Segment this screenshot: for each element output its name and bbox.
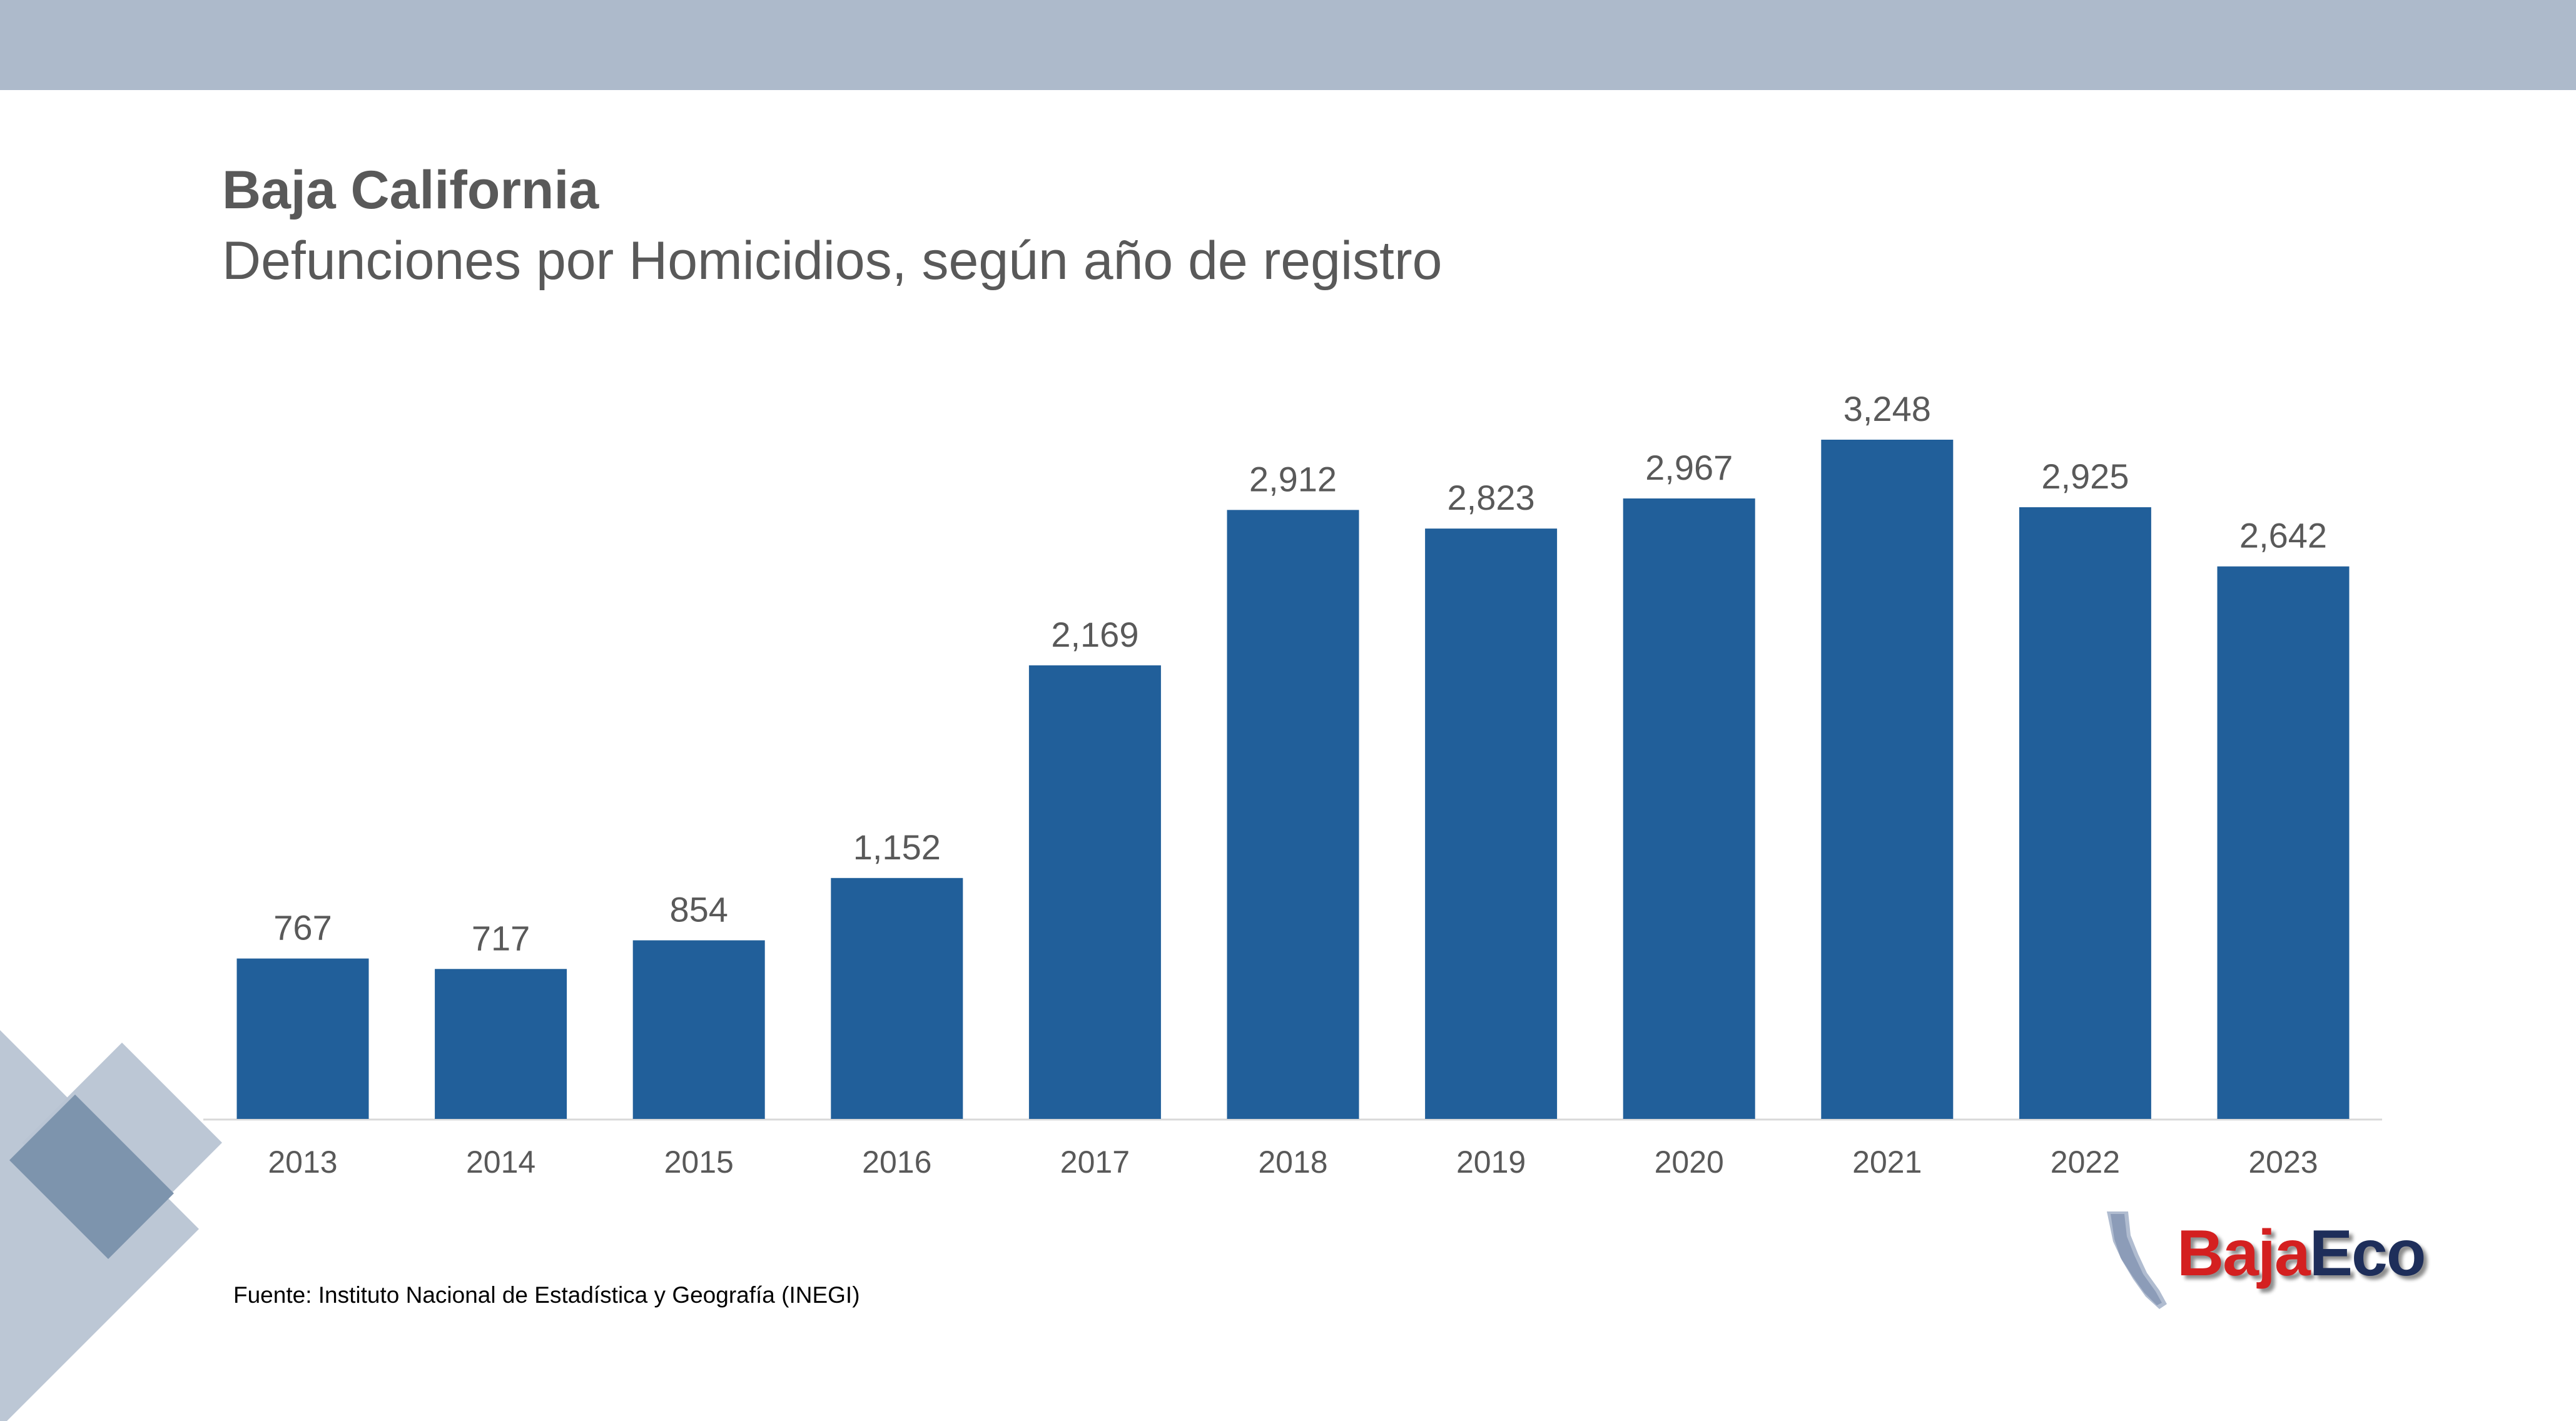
bar-2014: [435, 969, 567, 1119]
bar-2020: [1623, 498, 1755, 1119]
bajaeco-logo: BajaEco: [2102, 1210, 2452, 1310]
chart-subtitle: Defunciones por Homicidios, según año de…: [222, 231, 1443, 291]
top-band: [0, 0, 2576, 90]
logo-text-baja: Baja: [2177, 1217, 2311, 1290]
decorative-diamonds: [0, 1030, 222, 1421]
bar-2023: [2217, 566, 2350, 1119]
data-label-2015: 854: [669, 889, 728, 929]
source-note: Fuente: Instituto Nacional de Estadístic…: [233, 1282, 860, 1308]
data-label-2014: 717: [472, 918, 530, 958]
x-tick-label-2013: 2013: [268, 1145, 337, 1180]
logo-text-eco: Eco: [2309, 1217, 2426, 1290]
data-label-2021: 3,248: [1843, 389, 1931, 428]
x-tick-label-2021: 2021: [1852, 1145, 1922, 1180]
baja-peninsula-icon: [2107, 1211, 2167, 1309]
data-label-2016: 1,152: [853, 827, 941, 867]
x-tick-label-2018: 2018: [1258, 1145, 1327, 1180]
bar-2022: [2019, 507, 2151, 1119]
x-tick-label-2019: 2019: [1456, 1145, 1526, 1180]
x-tick-label-2022: 2022: [2051, 1145, 2120, 1180]
bar-2015: [632, 940, 765, 1119]
data-label-2019: 2,823: [1448, 478, 1535, 517]
page-title: Baja California: [222, 160, 599, 220]
bar-2018: [1227, 510, 1359, 1119]
data-label-2023: 2,642: [2239, 516, 2327, 555]
bar-2016: [831, 877, 963, 1119]
x-tick-label-2015: 2015: [664, 1145, 734, 1180]
data-label-2022: 2,925: [2041, 457, 2129, 496]
data-label-2017: 2,169: [1051, 615, 1138, 654]
x-tick-label-2014: 2014: [466, 1145, 535, 1180]
data-label-2020: 2,967: [1645, 448, 1733, 487]
bar-2017: [1028, 665, 1161, 1119]
logo-text: BajaEco: [2177, 1216, 2426, 1291]
bar-2019: [1425, 528, 1558, 1119]
x-tick-label-2017: 2017: [1060, 1145, 1130, 1180]
bar-2013: [236, 958, 369, 1119]
bar-2021: [1821, 440, 1954, 1119]
data-label-2018: 2,912: [1249, 459, 1337, 498]
data-label-2013: 767: [273, 908, 332, 948]
x-tick-label-2016: 2016: [862, 1145, 931, 1180]
x-tick-label-2020: 2020: [1655, 1145, 1724, 1180]
deco-diamond-dark: [9, 1095, 174, 1259]
x-tick-label-2023: 2023: [2248, 1145, 2318, 1180]
